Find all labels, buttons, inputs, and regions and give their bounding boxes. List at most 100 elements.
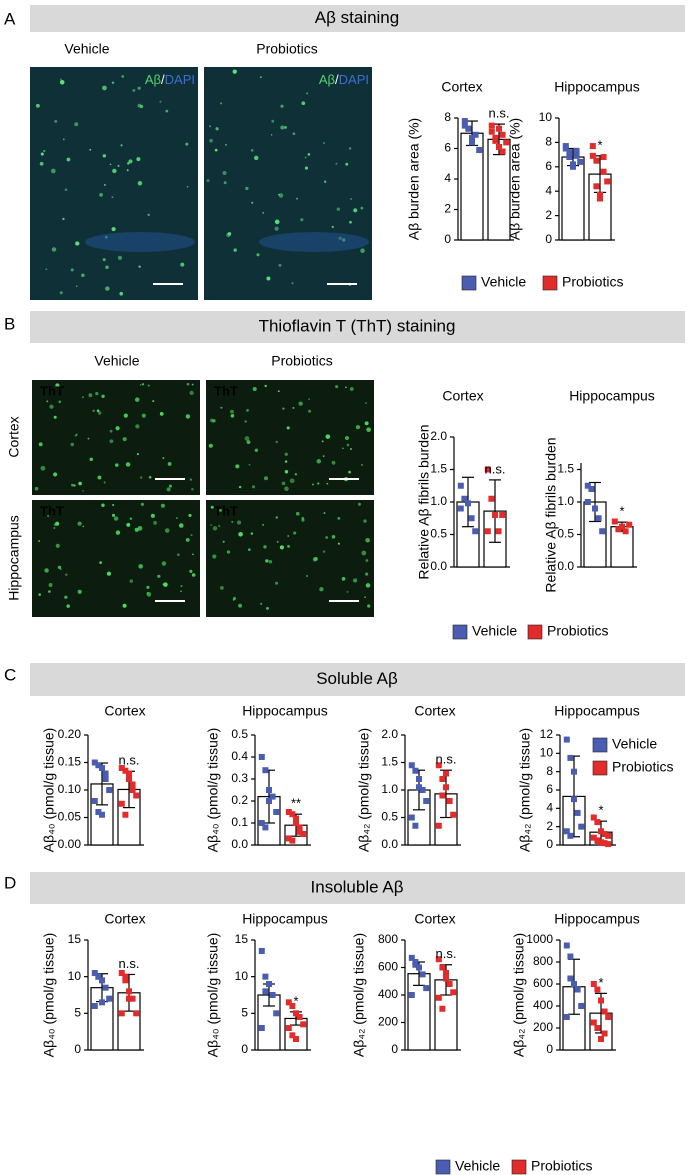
data-point: [446, 798, 453, 804]
plaque: [312, 483, 314, 486]
chart-title: Cortex: [441, 79, 482, 95]
data-point: [484, 528, 491, 535]
y-tick-label: 0.2: [231, 793, 248, 807]
data-point: [439, 792, 446, 799]
data-point: [91, 759, 98, 766]
stain-label: Aβ/DAPI: [145, 72, 195, 87]
data-point: [133, 792, 140, 799]
plaque: [59, 79, 65, 85]
plaque: [87, 437, 90, 440]
y-tick-label: 0.10: [58, 782, 82, 796]
plaque: [262, 523, 265, 526]
plaque: [111, 81, 115, 84]
data-point: [601, 1030, 608, 1037]
plaque: [137, 180, 143, 186]
plaque: [123, 413, 128, 418]
y-tick-label: 0.0: [430, 559, 447, 573]
plaque: [53, 415, 57, 419]
data-point: [285, 1025, 292, 1031]
significance: n.s.: [436, 752, 457, 767]
plaque: [141, 383, 145, 386]
data-point: [95, 809, 102, 815]
data-point: [408, 762, 415, 769]
plaque: [166, 487, 171, 492]
y-axis-label: Relative Aβ fibrils burden: [416, 424, 432, 579]
plaque: [278, 193, 280, 196]
y-tick-label: 0.0: [231, 837, 248, 851]
chart-title: Cortex: [414, 703, 455, 719]
y-tick-label: 600: [378, 960, 398, 974]
stain-label: ThT: [214, 383, 238, 398]
plaque: [62, 217, 65, 221]
y-tick-label: 0.15: [58, 755, 82, 769]
chart-title: Hippocampus: [569, 388, 655, 404]
data-point: [412, 961, 419, 968]
legend-label: Probiotics: [562, 274, 623, 290]
plaque: [99, 192, 103, 197]
stain-part: /: [161, 72, 165, 87]
data-point: [461, 118, 468, 125]
header-bar: [30, 872, 685, 904]
data-point: [266, 798, 272, 804]
plaque: [349, 387, 354, 391]
plaque: [117, 164, 120, 167]
data-point: [593, 157, 600, 164]
y-axis-label: Aβ₄₀ (pmol/g tissue): [205, 728, 221, 853]
plaque: [73, 484, 76, 487]
plaque: [238, 485, 242, 489]
plaque: [344, 435, 350, 441]
data-point: [435, 762, 442, 769]
plaque: [284, 470, 289, 474]
data-point: [273, 809, 280, 815]
plaque: [284, 486, 289, 492]
plaque: [44, 568, 49, 573]
plaque: [120, 144, 123, 147]
plaque: [266, 276, 271, 281]
plaque: [53, 527, 56, 530]
data-point: [588, 486, 595, 492]
data-point: [126, 995, 132, 1002]
data-point: [563, 942, 570, 949]
plaque: [335, 162, 338, 165]
data-point: [133, 1010, 140, 1017]
data-point: [450, 989, 457, 996]
data-point: [450, 811, 457, 818]
legend-swatch: [592, 737, 608, 753]
data-point: [106, 787, 113, 793]
data-point: [296, 824, 303, 831]
plaque: [129, 517, 133, 520]
plaque: [337, 542, 340, 545]
data-point: [584, 499, 591, 505]
panel-letter: D: [4, 873, 16, 892]
legend-label: Vehicle: [472, 623, 517, 639]
legend-swatch: [452, 624, 468, 640]
plaque: [266, 606, 269, 610]
data-point: [496, 143, 502, 150]
stain-part: Aβ: [319, 72, 335, 87]
plaque: [365, 537, 370, 543]
data-point: [423, 798, 430, 804]
data-point: [266, 787, 272, 793]
plaque: [35, 103, 40, 108]
data-point: [601, 840, 608, 847]
data-point: [122, 811, 129, 818]
plaque: [355, 425, 361, 430]
plaque: [323, 142, 325, 144]
y-tick-label: 0.4: [231, 749, 248, 763]
plaque: [111, 196, 114, 199]
data-point: [443, 970, 449, 976]
data-point: [258, 1025, 265, 1031]
data-point: [99, 977, 105, 984]
plaque: [77, 589, 82, 594]
plaque: [364, 596, 366, 598]
plaque: [71, 483, 74, 487]
plaque: [322, 455, 325, 458]
plaque: [191, 488, 194, 491]
data-point: [600, 154, 607, 161]
data-point: [605, 832, 612, 839]
data-point: [574, 809, 581, 816]
plaque: [248, 548, 251, 551]
data-point: [419, 971, 426, 978]
plaque: [189, 569, 193, 573]
data-point: [106, 995, 113, 1002]
